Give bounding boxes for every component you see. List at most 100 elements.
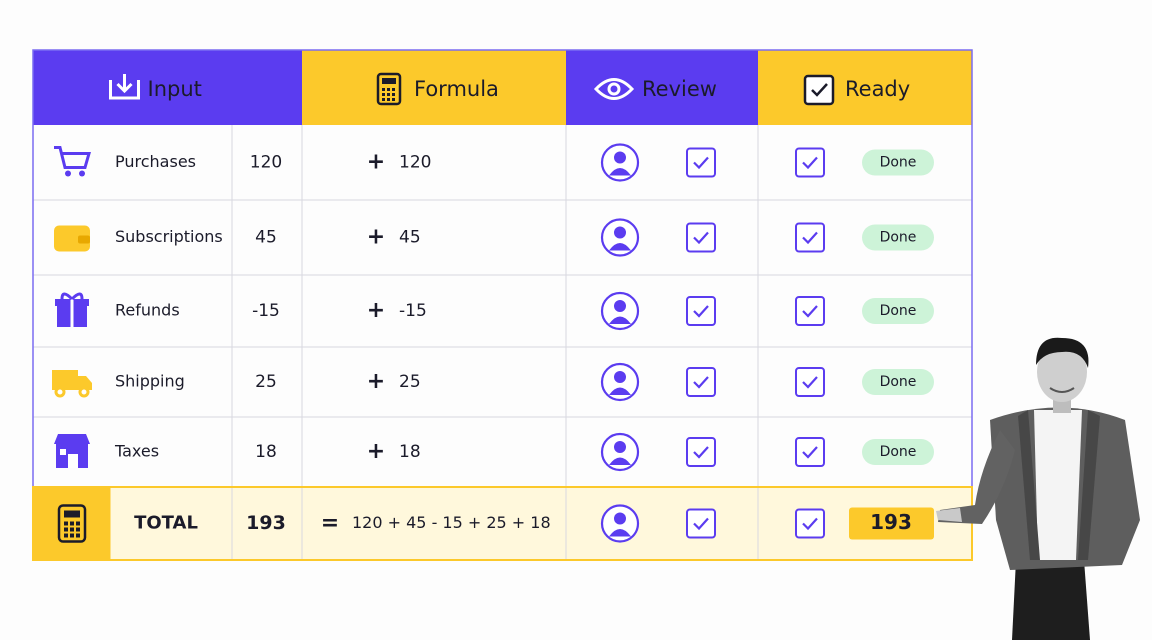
icon-calc-key bbox=[382, 98, 385, 101]
truck-cab bbox=[78, 376, 92, 390]
row-value: 45 bbox=[255, 228, 277, 248]
icon-calc-key bbox=[387, 88, 390, 91]
icon-calc-key bbox=[392, 98, 395, 101]
row-operator: + bbox=[367, 439, 385, 464]
cart-wheel bbox=[65, 170, 71, 177]
header-icon bbox=[109, 74, 140, 100]
icon-download bbox=[109, 74, 140, 100]
store-window bbox=[60, 449, 66, 455]
status-label: Done bbox=[880, 444, 917, 460]
truck-wheel bbox=[78, 386, 90, 398]
row-label: Shipping bbox=[115, 372, 185, 391]
checkmark bbox=[693, 517, 709, 531]
row-label: Subscriptions bbox=[115, 227, 223, 246]
row-label: Taxes bbox=[114, 442, 159, 461]
row-operand: 120 bbox=[399, 153, 431, 173]
row-operator: + bbox=[367, 225, 385, 250]
row-operand: 45 bbox=[399, 228, 421, 248]
total-result-box bbox=[849, 507, 934, 540]
icon-store-awning bbox=[54, 434, 90, 444]
icon-calc-screen bbox=[382, 78, 396, 84]
header-label: Review bbox=[642, 77, 717, 101]
status-pill bbox=[862, 298, 934, 324]
store-door bbox=[68, 454, 78, 468]
row-value: -15 bbox=[252, 301, 280, 321]
total-expression: 120 + 45 - 15 + 25 + 18 bbox=[352, 513, 551, 532]
status-pill bbox=[862, 369, 934, 395]
checkmark bbox=[802, 446, 818, 459]
icon-cart bbox=[54, 146, 91, 169]
icon-calc-key bbox=[392, 88, 395, 91]
row-operand: -15 bbox=[399, 301, 427, 321]
checkmark bbox=[693, 446, 709, 459]
avatar-head bbox=[614, 371, 626, 383]
icon-truck bbox=[52, 370, 78, 390]
checkmark bbox=[802, 156, 818, 170]
row-value: 18 bbox=[255, 442, 277, 462]
avatar-body bbox=[609, 387, 631, 395]
checkbox bbox=[795, 147, 825, 178]
row-operand: 25 bbox=[399, 372, 421, 392]
total-calc-key bbox=[70, 521, 74, 526]
checkbox bbox=[795, 367, 825, 397]
total-calc-key bbox=[70, 527, 74, 532]
header-label: Ready bbox=[845, 77, 910, 101]
checkmark bbox=[693, 376, 709, 389]
checkbox bbox=[795, 508, 825, 539]
row-operator: + bbox=[367, 150, 385, 175]
avatar-head bbox=[614, 226, 626, 239]
total-calc-key bbox=[64, 533, 68, 538]
checkbox bbox=[686, 222, 716, 253]
icon-calc-key bbox=[382, 93, 385, 96]
checkbox bbox=[686, 296, 716, 326]
header-label: Input bbox=[148, 77, 202, 101]
gift-bow bbox=[60, 292, 84, 301]
header-cell bbox=[758, 50, 972, 125]
row-label: Refunds bbox=[115, 301, 180, 320]
total-calc-key bbox=[64, 521, 68, 526]
header-cell bbox=[302, 50, 566, 125]
total-calc-key bbox=[70, 533, 74, 538]
avatar-body bbox=[609, 168, 631, 176]
total-calc-key bbox=[76, 527, 80, 532]
status-pill bbox=[862, 439, 934, 465]
total-calc-key bbox=[64, 527, 68, 532]
status-label: Done bbox=[880, 230, 917, 246]
icon-check bbox=[811, 83, 828, 97]
avatar-body bbox=[609, 243, 631, 251]
avatar-head bbox=[614, 151, 626, 164]
checkbox bbox=[686, 367, 716, 397]
status-pill bbox=[862, 224, 934, 251]
status-label: Done bbox=[880, 303, 917, 319]
checkmark bbox=[693, 231, 709, 245]
total-value: 193 bbox=[246, 512, 286, 534]
checkbox bbox=[686, 147, 716, 178]
avatar-head bbox=[614, 441, 626, 453]
checkmark bbox=[802, 305, 818, 318]
avatar-body bbox=[609, 457, 631, 465]
header-icon bbox=[593, 78, 635, 100]
icon-calc-key bbox=[382, 88, 385, 91]
total-result: 193 bbox=[870, 510, 912, 534]
checkmark bbox=[802, 517, 818, 531]
icon-calculator bbox=[376, 72, 402, 106]
checkbox bbox=[686, 437, 716, 467]
total-operator: = bbox=[321, 511, 339, 536]
status-label: Done bbox=[880, 374, 917, 390]
header-icon bbox=[376, 72, 402, 106]
avatar-body bbox=[609, 529, 631, 537]
checkmark bbox=[802, 376, 818, 389]
checkbox bbox=[795, 296, 825, 326]
total-calc-screen bbox=[64, 510, 80, 518]
row-operator: + bbox=[367, 369, 385, 394]
total-label: TOTAL bbox=[134, 513, 198, 534]
icon-calc-key bbox=[387, 98, 390, 101]
row-operand: 18 bbox=[399, 442, 421, 462]
row-value: 120 bbox=[250, 153, 282, 173]
header-label: Formula bbox=[414, 77, 499, 101]
icon-check-box bbox=[803, 74, 835, 106]
checkmark bbox=[802, 231, 818, 245]
row-operator: + bbox=[367, 298, 385, 323]
icon-calc-key bbox=[387, 93, 390, 96]
total-calc bbox=[57, 504, 87, 543]
